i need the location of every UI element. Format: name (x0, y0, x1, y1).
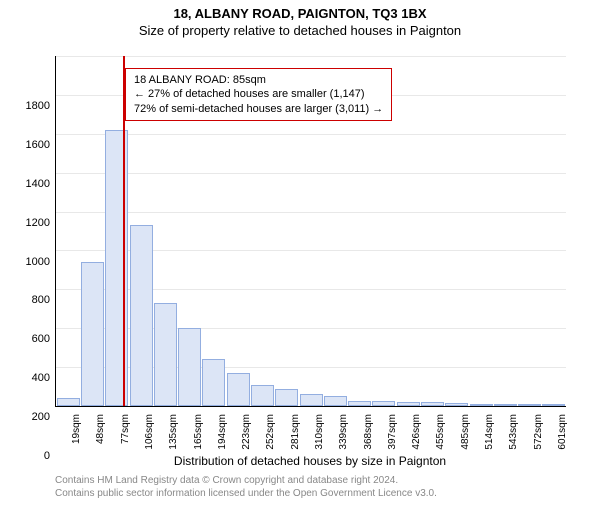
x-tick-label: 572sqm (533, 414, 544, 464)
y-tick-label: 1000 (14, 256, 50, 268)
x-tick-label: 310sqm (314, 414, 325, 464)
annotation-line-3: 72% of semi-detached houses are larger (… (134, 102, 383, 116)
chart-container: 18, ALBANY ROAD, PAIGNTON, TQ3 1BX Size … (0, 6, 600, 506)
x-tick-label: 397sqm (387, 414, 398, 464)
histogram-bar (81, 262, 104, 406)
gridline (56, 134, 566, 135)
histogram-bar (445, 403, 468, 406)
x-tick-label: 165sqm (193, 414, 204, 464)
x-tick-label: 601sqm (557, 414, 568, 464)
y-tick-label: 200 (14, 411, 50, 423)
chart-area: Number of detached properties 18 ALBANY … (55, 56, 565, 406)
x-tick-label: 281sqm (290, 414, 301, 464)
histogram-bar (227, 373, 250, 406)
y-tick-label: 600 (14, 333, 50, 345)
y-tick-label: 0 (14, 450, 50, 462)
gridline (56, 56, 566, 57)
y-tick-label: 1400 (14, 178, 50, 190)
annotation-box: 18 ALBANY ROAD: 85sqm ← 27% of detached … (125, 68, 392, 121)
x-tick-label: 426sqm (411, 414, 422, 464)
title-main: 18, ALBANY ROAD, PAIGNTON, TQ3 1BX (0, 6, 600, 21)
histogram-bar (202, 359, 225, 406)
x-tick-label: 252sqm (265, 414, 276, 464)
x-tick-label: 543sqm (508, 414, 519, 464)
gridline (56, 173, 566, 174)
gridline (56, 212, 566, 213)
x-tick-label: 339sqm (338, 414, 349, 464)
annotation-line-1: 18 ALBANY ROAD: 85sqm (134, 73, 383, 87)
x-tick-label: 455sqm (435, 414, 446, 464)
histogram-bar (275, 389, 298, 407)
footer-line-1: Contains HM Land Registry data © Crown c… (55, 474, 437, 487)
histogram-bar (300, 394, 323, 406)
histogram-bar (251, 385, 274, 406)
histogram-bar (154, 303, 177, 406)
y-tick-label: 1200 (14, 217, 50, 229)
footer-attribution: Contains HM Land Registry data © Crown c… (55, 474, 437, 500)
x-tick-label: 19sqm (71, 414, 82, 464)
y-tick-label: 800 (14, 294, 50, 306)
x-tick-label: 485sqm (460, 414, 471, 464)
histogram-bar (518, 404, 541, 406)
histogram-bar (324, 396, 347, 406)
x-tick-label: 223sqm (241, 414, 252, 464)
x-tick-label: 368sqm (363, 414, 374, 464)
histogram-bar (372, 401, 395, 406)
histogram-bar (542, 404, 565, 406)
histogram-bar (397, 402, 420, 406)
annotation-line-2: ← 27% of detached houses are smaller (1,… (134, 87, 383, 101)
histogram-bar (348, 401, 371, 406)
histogram-bar (130, 225, 153, 406)
y-tick-label: 1800 (14, 100, 50, 112)
y-tick-label: 1600 (14, 139, 50, 151)
x-tick-label: 48sqm (95, 414, 106, 464)
histogram-bar (494, 404, 517, 406)
x-tick-label: 514sqm (484, 414, 495, 464)
footer-line-2: Contains public sector information licen… (55, 487, 437, 500)
x-tick-label: 135sqm (168, 414, 179, 464)
x-tick-label: 194sqm (217, 414, 228, 464)
histogram-bar (470, 404, 493, 406)
histogram-bar (57, 398, 80, 406)
histogram-bar (178, 328, 201, 406)
y-tick-label: 400 (14, 372, 50, 384)
title-sub: Size of property relative to detached ho… (0, 23, 600, 38)
x-tick-label: 106sqm (144, 414, 155, 464)
x-tick-label: 77sqm (120, 414, 131, 464)
histogram-bar (421, 402, 444, 406)
